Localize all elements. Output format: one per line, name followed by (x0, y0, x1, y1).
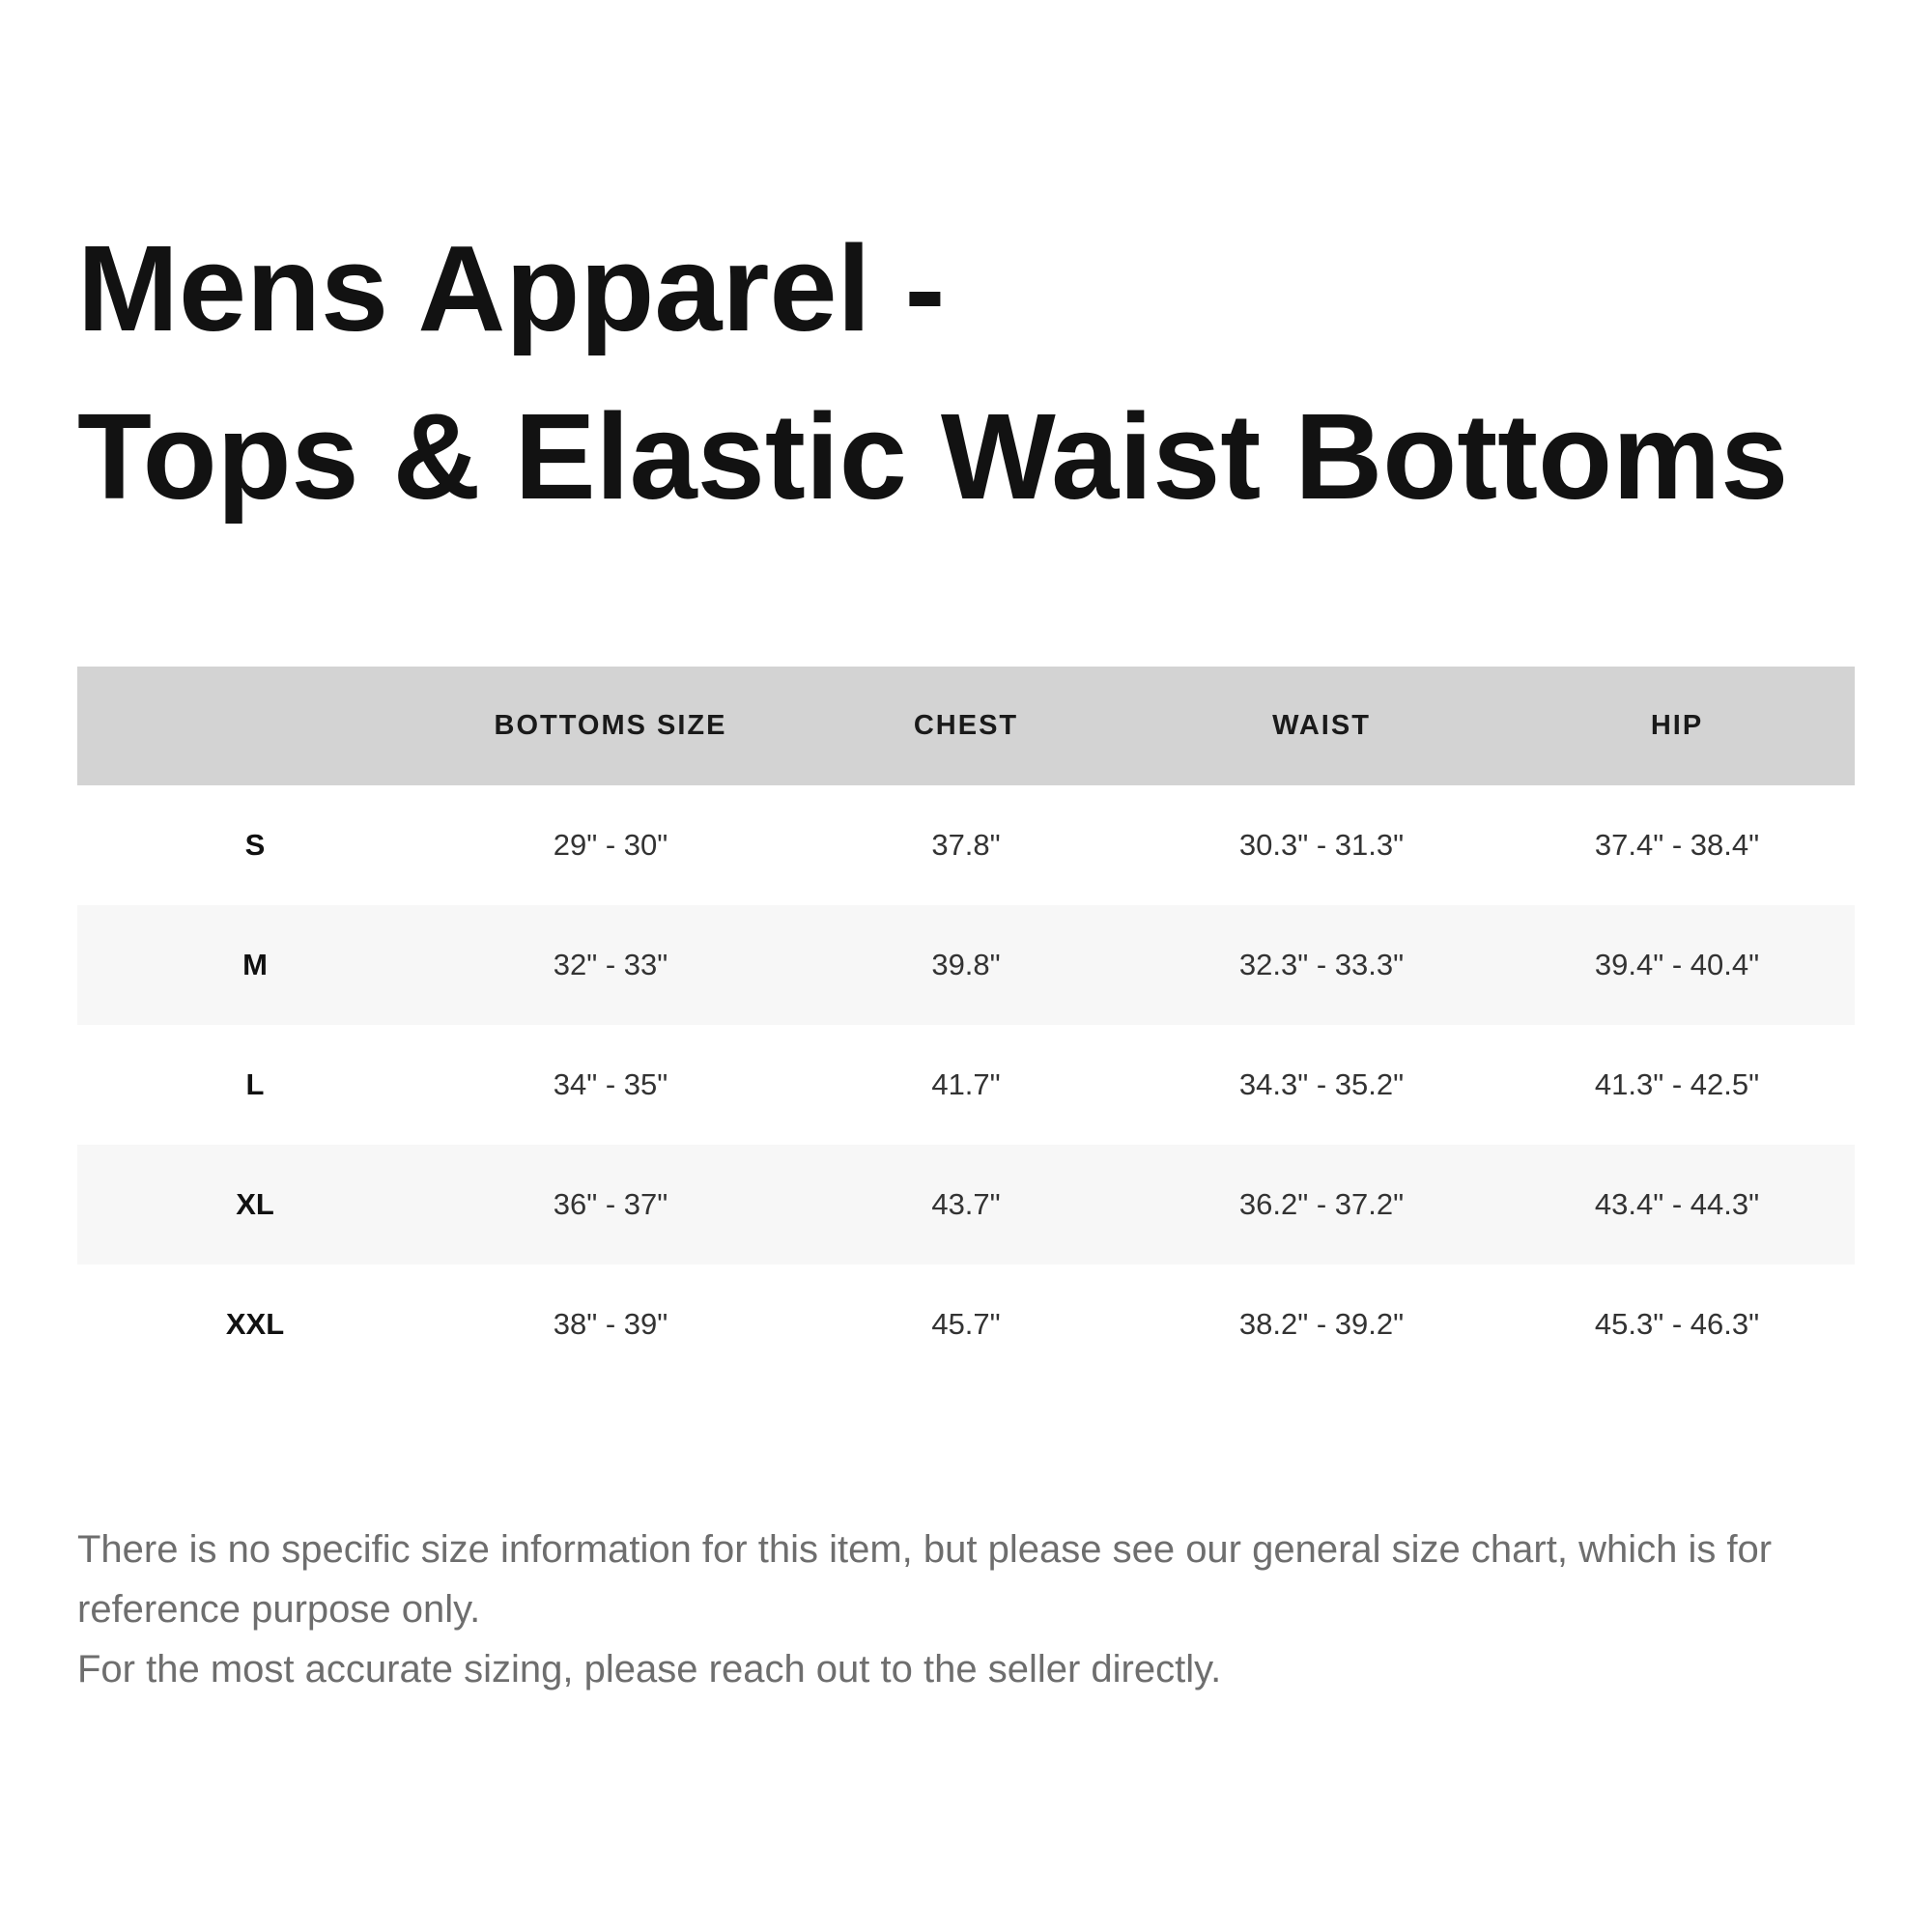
size-cell: M (242, 948, 268, 981)
chest-cell: 41.7" (931, 1067, 1001, 1101)
header-row: BOTTOMS SIZE CHEST WAIST HIP (77, 667, 1855, 785)
size-chart-table-body: S 29" - 30" 37.8" 30.3" - 31.3" 37.4" - 38.4… (77, 785, 1855, 1384)
page-title: Mens Apparel - Tops & Elastic Waist Bott… (77, 205, 1855, 541)
size-chart-table-head: BOTTOMS SIZE CHEST WAIST HIP (77, 667, 1855, 785)
hip-cell: 43.4" - 44.3" (1594, 1187, 1760, 1221)
chest-cell: 45.7" (931, 1307, 1001, 1341)
bottoms-size-cell: 38" - 39" (553, 1307, 668, 1341)
header-cell-chest: CHEST (788, 667, 1144, 785)
bottoms-size-cell: 29" - 30" (553, 828, 668, 862)
table-row: XL 36" - 37" 43.7" 36.2" - 37.2" 43.4" - 44.… (77, 1145, 1855, 1264)
hip-cell: 39.4" - 40.4" (1594, 948, 1760, 981)
waist-cell: 32.3" - 33.3" (1238, 948, 1405, 981)
waist-cell: 30.3" - 31.3" (1238, 828, 1405, 862)
size-cell: S (244, 828, 266, 862)
bottoms-size-cell: 32" - 33" (553, 948, 668, 981)
waist-cell: 38.2" - 39.2" (1238, 1307, 1405, 1341)
size-chart-table: BOTTOMS SIZE CHEST WAIST HIP S 29" - 30" 3… (77, 667, 1855, 1384)
chest-cell: 39.8" (931, 948, 1001, 981)
hip-cell: 37.4" - 38.4" (1594, 828, 1760, 862)
page-title-line-2: Tops & Elastic Waist Bottoms (77, 388, 1789, 525)
chest-cell: 37.8" (931, 828, 1001, 862)
waist-cell: 36.2" - 37.2" (1238, 1187, 1405, 1221)
table-row: M 32" - 33" 39.8" 32.3" - 33.3" 39.4" - 40.4… (77, 905, 1855, 1025)
hip-cell: 45.3" - 46.3" (1594, 1307, 1760, 1341)
header-cell-bottoms-size: BOTTOMS SIZE (433, 667, 788, 785)
table-row: S 29" - 30" 37.8" 30.3" - 31.3" 37.4" - 38.4… (77, 785, 1855, 905)
bottoms-size-cell: 34" - 35" (553, 1067, 668, 1101)
size-cell: L (245, 1067, 265, 1101)
size-cell: XL (236, 1187, 274, 1221)
bottoms-size-cell: 36" - 37" (553, 1187, 668, 1221)
hip-cell: 41.3" - 42.5" (1594, 1067, 1760, 1101)
size-cell: XXL (225, 1307, 285, 1341)
disclaimer-line-2: For the most accurate sizing, please rea… (77, 1648, 1222, 1690)
size-chart-content: Mens Apparel - Tops & Elastic Waist Bott… (0, 205, 1932, 1699)
header-cell-hip: HIP (1499, 667, 1855, 785)
header-cell-waist: WAIST (1144, 667, 1499, 785)
header-cell-blank (77, 667, 433, 785)
waist-cell: 34.3" - 35.2" (1238, 1067, 1405, 1101)
table-row: L 34" - 35" 41.7" 34.3" - 35.2" 41.3" - 42.5… (77, 1025, 1855, 1145)
disclaimer-line-1: There is no specific size information fo… (77, 1528, 1773, 1631)
chest-cell: 43.7" (931, 1187, 1001, 1221)
page-title-line-1: Mens Apparel - (77, 220, 946, 356)
size-chart-disclaimer: There is no specific size information fo… (77, 1520, 1862, 1699)
table-row: XXL 38" - 39" 45.7" 38.2" - 39.2" 45.3" - 46… (77, 1264, 1855, 1384)
